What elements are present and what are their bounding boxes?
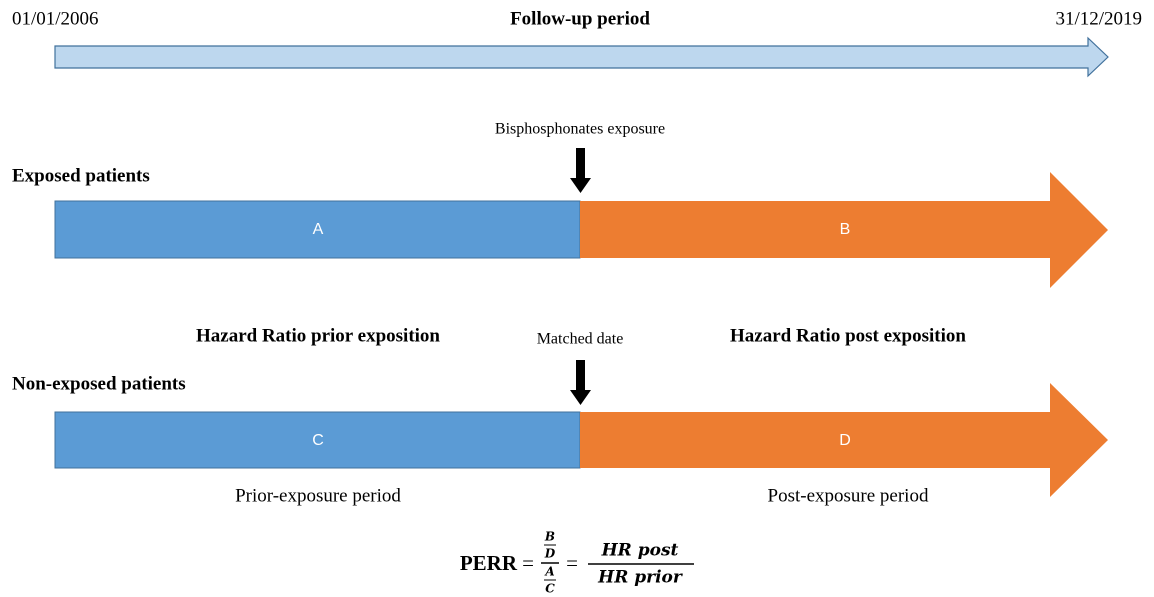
formula-lhs: PERR xyxy=(460,551,518,575)
formula-b: B xyxy=(544,530,555,544)
formula-numerator: HR post xyxy=(601,541,679,561)
group-label: Exposed patients xyxy=(12,165,150,186)
formula-a: A xyxy=(544,565,554,579)
segment-label: B xyxy=(840,221,851,238)
segment-label: D xyxy=(839,432,851,449)
hazard-label: Hazard Ratio prior exposition xyxy=(196,325,440,346)
post-arrow xyxy=(580,383,1108,497)
event-label: Bisphosphonates exposure xyxy=(495,121,665,138)
formula-c: C xyxy=(545,582,555,596)
prior-bar xyxy=(54,200,581,259)
prior-bar xyxy=(54,411,581,469)
down-arrow xyxy=(570,360,591,405)
group-label: Non-exposed patients xyxy=(12,373,186,394)
end-date: 31/12/2019 xyxy=(1055,8,1142,29)
period-label: Prior-exposure period xyxy=(235,485,401,506)
formula-d: D xyxy=(544,547,556,561)
down-arrow xyxy=(570,148,591,193)
post-arrow xyxy=(580,172,1108,288)
formula-equals: = xyxy=(522,551,534,575)
timeline-title: Follow-up period xyxy=(510,8,650,29)
segment-label: C xyxy=(312,432,324,449)
period-label: Post-exposure period xyxy=(768,485,929,506)
follow-up-arrow xyxy=(54,36,1109,78)
segment-label: A xyxy=(313,221,324,238)
start-date: 01/01/2006 xyxy=(12,8,99,29)
hazard-label: Hazard Ratio post exposition xyxy=(730,325,966,346)
event-label: Matched date xyxy=(537,331,624,348)
formula-denominator: HR prior xyxy=(597,568,683,588)
formula-equals: = xyxy=(566,551,578,575)
